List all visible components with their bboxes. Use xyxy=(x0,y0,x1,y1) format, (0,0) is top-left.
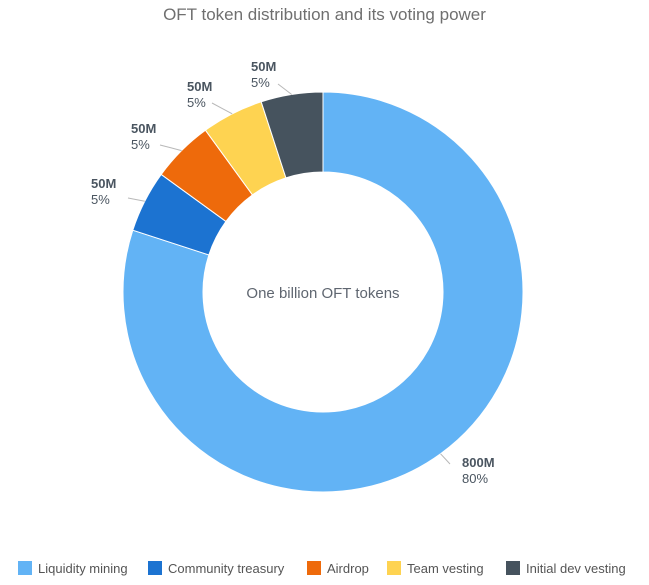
slice-initial-dev-vesting[interactable] xyxy=(260,91,324,179)
data-label-value: 50M xyxy=(187,79,212,94)
connector-line xyxy=(127,197,145,202)
data-label-value: 50M xyxy=(131,121,156,136)
chart-title: OFT token distribution and its voting po… xyxy=(163,5,486,24)
legend-swatch xyxy=(387,561,401,575)
legend-item-initial-dev-vesting[interactable]: Initial dev vesting xyxy=(506,556,626,580)
legend-label: Liquidity mining xyxy=(38,560,128,576)
connectors-group xyxy=(127,83,451,465)
legend: Liquidity mining Community treasury Airdro… xyxy=(0,556,649,580)
legend-item-community-treasury[interactable]: Community treasury xyxy=(148,556,284,580)
data-label-value: 50M xyxy=(91,176,116,191)
data-label-value: 800M xyxy=(462,455,495,470)
center-label: One billion OFT tokens xyxy=(246,285,399,302)
legend-swatch xyxy=(148,561,162,575)
data-label-value: 50M xyxy=(251,59,276,74)
legend-item-liquidity-mining[interactable]: Liquidity mining xyxy=(18,556,128,580)
legend-label: Community treasury xyxy=(168,560,285,576)
legend-swatch xyxy=(18,561,32,575)
data-label-percent: 80% xyxy=(462,471,488,486)
legend-label: Airdrop xyxy=(327,560,369,576)
legend-label: Initial dev vesting xyxy=(526,560,626,576)
data-label-percent: 5% xyxy=(251,75,270,90)
connector-line xyxy=(440,453,451,465)
data-label-percent: 5% xyxy=(187,95,206,110)
legend-item-team-vesting[interactable]: Team vesting xyxy=(387,556,484,580)
legend-item-airdrop[interactable]: Airdrop xyxy=(307,556,369,580)
legend-swatch xyxy=(506,561,520,575)
legend-swatch xyxy=(307,561,321,575)
connector-line xyxy=(159,144,182,152)
slice-liquidity-mining[interactable] xyxy=(122,91,524,493)
connector-line xyxy=(277,83,293,95)
data-label-percent: 5% xyxy=(131,137,150,152)
data-label-percent: 5% xyxy=(91,192,110,207)
legend-label: Team vesting xyxy=(407,560,484,576)
slices-group xyxy=(122,91,524,493)
connector-line xyxy=(211,102,233,115)
